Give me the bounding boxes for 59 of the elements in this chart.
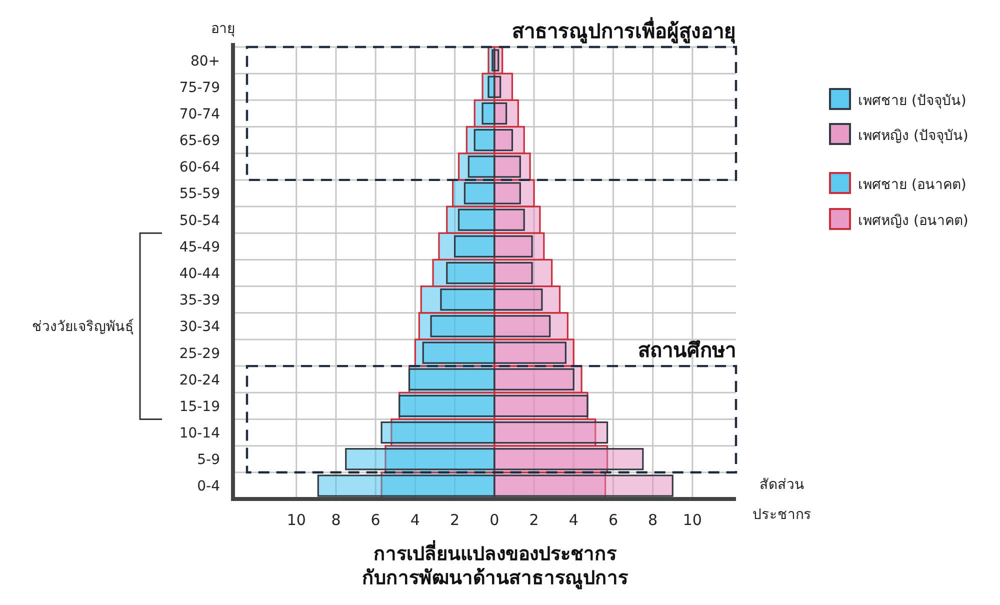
legend-label: เพศหญิง (ปัจจุบัน) <box>858 128 968 144</box>
annotation: สถานศึกษา <box>638 338 736 362</box>
bar <box>494 128 514 152</box>
x-tick-label: 10 <box>286 511 306 529</box>
y-tick-label: 65-69 <box>179 133 220 150</box>
x-tick-label: 0 <box>490 511 500 529</box>
x-tick-label: 4 <box>568 511 578 529</box>
bar <box>454 235 496 258</box>
y-tick-label: 20-24 <box>179 372 220 388</box>
y-tick-label: 30-34 <box>179 319 220 336</box>
y-tick-label: 0-4 <box>197 478 220 495</box>
bar <box>380 421 496 444</box>
legend-label: เพศหญิง (อนาคต) <box>858 213 968 229</box>
x-tick-label: 2 <box>529 511 539 529</box>
y-tick-label: 70-74 <box>179 106 220 122</box>
legend-label: เพศชาย (อนาคต) <box>858 177 966 193</box>
bar <box>494 156 521 178</box>
bar <box>494 448 644 470</box>
bar <box>494 288 543 311</box>
y-tick-label: 15-19 <box>179 398 220 415</box>
bar <box>430 315 496 338</box>
x-axis-title: สัดส่วน ประชากร <box>752 477 812 523</box>
bar <box>440 288 496 311</box>
x-tick-label: 2 <box>450 511 460 529</box>
x-tick-label: 8 <box>331 511 341 529</box>
x-tick-label: 6 <box>370 511 380 529</box>
y-tick-label: 10-14 <box>179 426 220 442</box>
bar <box>345 448 496 470</box>
bar <box>458 208 496 231</box>
bar <box>468 156 496 178</box>
x-tick-label: 10 <box>682 511 702 529</box>
y-tick-label: 60-64 <box>179 160 220 176</box>
y-tick-label: 75-79 <box>179 80 220 96</box>
y-tick-label: 5-9 <box>197 452 220 468</box>
bar <box>494 235 533 258</box>
y-tick-label: 35-39 <box>179 292 220 309</box>
y-tick-label: 80+ <box>190 53 220 70</box>
bar <box>494 102 508 125</box>
text: การเปลี่ยนแปลงของประชากร กับการพัฒนาด้านสาธารณูปการ <box>362 540 629 590</box>
y-tick-label: 55-59 <box>179 186 220 202</box>
bar <box>494 262 533 284</box>
bar <box>494 421 608 444</box>
bar <box>494 182 521 204</box>
x-tick-label: 8 <box>648 511 658 529</box>
x-tick-label: 6 <box>608 511 618 529</box>
bar <box>494 76 502 98</box>
y-tick-label: 50-54 <box>179 212 220 229</box>
y-tick-label: 45-49 <box>179 239 220 256</box>
text: สาธารณูปการเพื่อผู้สูงอายุ <box>512 16 736 45</box>
bar <box>494 208 525 231</box>
legend-label: เพศชาย (ปัจจุบัน) <box>858 93 966 109</box>
x-tick-label: 4 <box>410 511 420 529</box>
text: ช่วงวัยเจริญพันธุ์ <box>32 318 134 336</box>
bar <box>464 182 496 204</box>
bar <box>446 262 496 284</box>
y-axis-title: อายุ <box>211 21 235 37</box>
y-tick-label: 40-44 <box>179 266 220 282</box>
y-tick-label: 25-29 <box>179 346 220 362</box>
bar <box>494 315 551 338</box>
